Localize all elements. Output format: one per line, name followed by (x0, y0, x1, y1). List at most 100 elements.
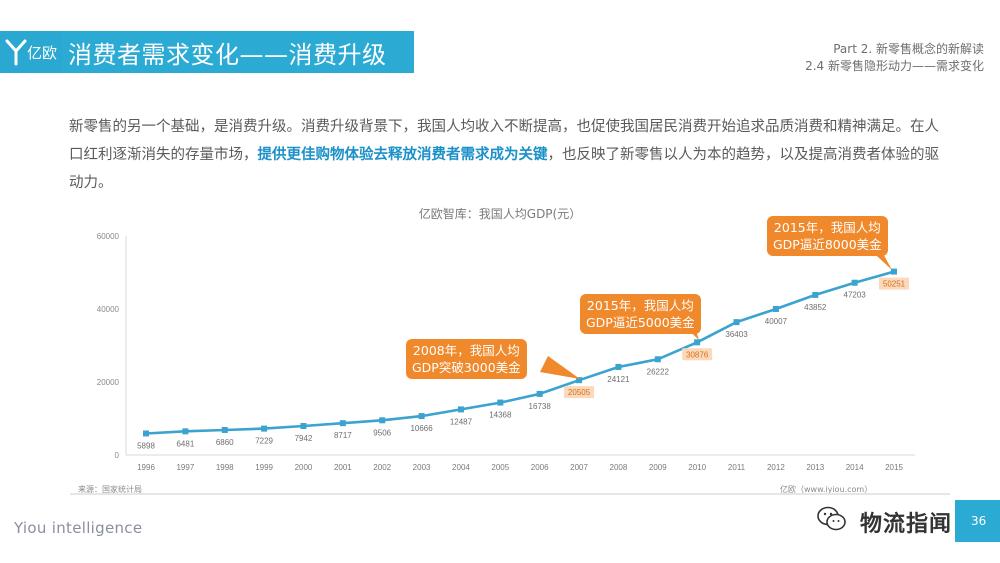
x-tick-label: 2005 (491, 463, 509, 472)
brand-footer: Yiou intelligence (14, 519, 143, 537)
part-line-2: 2.4 新零售隐形动力——需求变化 (805, 59, 984, 73)
x-tick-label: 2015 (885, 463, 903, 472)
data-point (615, 363, 622, 370)
x-tick-label: 2013 (806, 463, 824, 472)
yiou-logo: 亿欧 (0, 31, 62, 73)
x-tick-label: 1996 (137, 463, 155, 472)
data-point (536, 390, 543, 397)
data-point (497, 399, 504, 406)
callout-line-1: 2015年，我国人均 (773, 220, 881, 235)
data-point (891, 268, 897, 275)
data-label: 24121 (607, 375, 630, 384)
x-tick-label: 2002 (373, 463, 391, 472)
data-label: 6860 (216, 438, 234, 447)
callout-line-1: 2015年，我国人均 (586, 298, 694, 313)
data-label-highlight (564, 386, 595, 399)
data-label: 12487 (450, 417, 473, 426)
data-label: 5898 (137, 441, 155, 450)
data-point (300, 423, 307, 430)
data-point (851, 279, 858, 286)
data-label: 30876 (686, 350, 709, 359)
x-tick-label: 1999 (255, 463, 273, 472)
data-label: 7942 (295, 434, 313, 443)
data-point (576, 377, 583, 384)
callout-2010: 2015年，我国人均 GDP逼近5000美金 (580, 294, 701, 334)
callout-line-2: GDP逼近8000美金 (773, 237, 882, 252)
data-point (379, 417, 386, 424)
data-point (654, 356, 661, 363)
part-line-1: Part 2. 新零售概念的新解读 (833, 42, 984, 56)
callout-line-1: 2008年，我国人均 (412, 343, 520, 358)
page-title: 消费者需求变化——消费升级 (68, 41, 387, 69)
data-label: 16738 (529, 402, 552, 411)
logo-text: 亿欧 (27, 44, 58, 62)
source-divider (70, 493, 950, 495)
data-point (182, 428, 189, 435)
x-tick-label: 2003 (413, 463, 431, 472)
x-tick-label: 2014 (846, 463, 864, 472)
x-tick-label: 2006 (531, 463, 549, 472)
data-point (812, 291, 819, 298)
section-title: Part 2. 新零售概念的新解读 2.4 新零售隐形动力——需求变化 (805, 41, 984, 75)
y-tick-label: 0 (115, 451, 120, 460)
data-point (261, 425, 268, 432)
x-tick-label: 2010 (688, 463, 706, 472)
x-tick-label: 2011 (728, 463, 746, 472)
page-number-badge: 36 (955, 500, 1000, 542)
y-tick-label: 20000 (97, 378, 120, 387)
watermark-text: 物流指闻 (860, 512, 953, 537)
x-tick-label: 2001 (334, 463, 352, 472)
data-label: 6481 (176, 439, 194, 448)
data-label: 50251 (883, 280, 906, 289)
source-website: 亿欧（www.iyiou.com） (780, 485, 873, 494)
data-point (733, 319, 740, 326)
y-tick-label: 40000 (97, 305, 120, 314)
data-point (694, 339, 701, 346)
data-label: 47203 (844, 291, 867, 300)
x-tick-label: 2004 (452, 463, 470, 472)
data-label: 36403 (725, 330, 748, 339)
header-bar (0, 31, 414, 73)
data-point (221, 426, 228, 433)
data-label: 40007 (765, 317, 788, 326)
data-point (418, 413, 425, 420)
callout-2008: 2008年，我国人均 GDP突破3000美金 (406, 339, 527, 379)
intro-text-after: ，也反映了新零售以人为本的趋势，以及提高消费者体验的驱动力。 (69, 147, 939, 191)
data-point (457, 406, 464, 413)
data-label-highlight (682, 348, 713, 361)
data-label: 10666 (410, 424, 433, 433)
x-tick-label: 1998 (216, 463, 234, 472)
y-tick-label: 60000 (97, 232, 120, 241)
data-label: 14368 (489, 411, 512, 420)
data-label-highlight (879, 277, 909, 290)
data-label: 26222 (647, 367, 670, 376)
callout-line-2: GDP突破3000美金 (412, 360, 521, 375)
data-point (143, 430, 149, 437)
gdp-series-line (145, 270, 895, 435)
data-label: 8717 (334, 431, 352, 440)
data-point (339, 420, 346, 427)
callout-arrow (540, 356, 580, 379)
x-tick-label: 2009 (649, 463, 667, 472)
x-tick-label: 2012 (767, 463, 785, 472)
data-label: 9506 (373, 428, 391, 437)
callout-line-2: GDP逼近5000美金 (586, 315, 695, 330)
data-label: 20505 (568, 388, 591, 397)
x-tick-label: 2000 (295, 463, 313, 472)
x-tick-label: 2007 (570, 463, 588, 472)
data-label: 7229 (255, 437, 273, 446)
intro-paragraph: 新零售的另一个基础，是消费升级。消费升级背景下，我国人均收入不断提高，也促使我国… (69, 113, 939, 197)
intro-highlight: 提供更佳购物体验去释放消费者需求成为关键 (257, 147, 548, 163)
intro-text-before: 新零售的另一个基础，是消费升级。消费升级背景下，我国人均收入不断提高，也促使我国… (69, 119, 939, 163)
source-label: 来源：国家统计局 (78, 485, 142, 494)
chart-title: 亿欧智库：我国人均GDP(元） (418, 207, 582, 221)
x-tick-label: 2008 (610, 463, 628, 472)
callout-2015: 2015年，我国人均 GDP逼近8000美金 (767, 216, 888, 256)
wechat-icon (817, 506, 846, 531)
page-number: 36 (971, 514, 987, 528)
data-label: 43852 (804, 303, 827, 312)
yiou-logo-icon (5, 39, 27, 66)
data-point (772, 305, 779, 312)
x-tick-label: 1997 (176, 463, 194, 472)
